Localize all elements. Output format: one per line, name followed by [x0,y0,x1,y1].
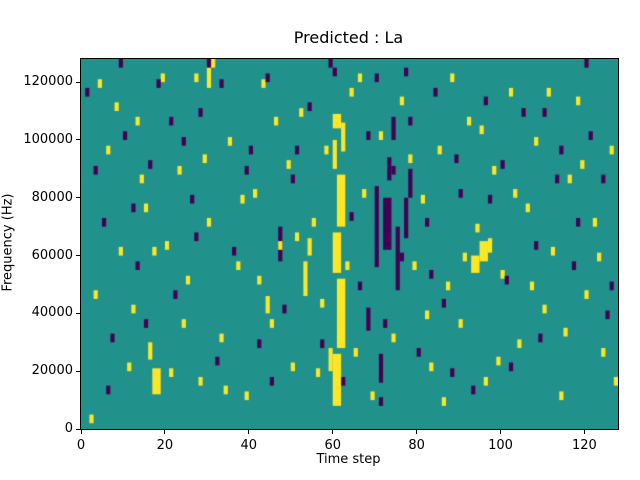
x-tick-mark [583,430,585,434]
y-tick-label: 80000 [31,189,73,205]
x-tick-mark [80,430,82,434]
y-tick-mark [76,312,80,314]
y-tick-label: 0 [64,421,73,436]
y-tick-mark [76,370,80,372]
x-tick-label: 40 [240,438,258,453]
y-tick-label: 100000 [23,131,73,147]
x-tick-mark [164,430,166,434]
x-tick-label: 20 [156,438,174,453]
y-tick-mark [76,139,80,141]
x-tick-mark [332,430,334,434]
x-tick-label: 80 [408,438,425,453]
y-tick-label: 20000 [31,363,73,379]
y-tick-label: 60000 [31,247,73,263]
x-tick-label: 0 [76,438,86,453]
heatmap-canvas [81,59,618,429]
x-axis-label: Time step [316,452,381,467]
y-tick-mark [76,197,80,199]
x-tick-mark [416,430,418,434]
y-tick-label: 40000 [31,305,73,321]
y-tick-mark [76,255,80,257]
chart-title: Predicted : La [293,28,404,47]
x-tick-mark [248,430,250,434]
x-tick-label: 100 [488,438,513,453]
y-tick-label: 120000 [23,74,73,90]
plot-area: 0 20 40 60 80 100 120 0 20000 40000 60000 80000 1000… [23,58,619,453]
y-tick-mark [76,81,80,83]
x-tick-label: 60 [324,438,341,453]
x-tick-mark [500,430,502,434]
x-tick-label: 120 [572,438,597,453]
y-tick-mark [76,428,80,430]
